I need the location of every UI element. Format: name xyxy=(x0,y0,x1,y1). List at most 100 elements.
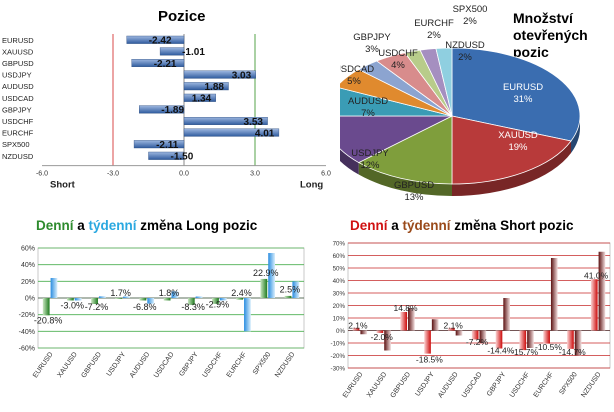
weekly-bar xyxy=(219,298,227,301)
x-category-label: USDCAD xyxy=(461,371,484,399)
y-tick-label: 0% xyxy=(25,296,35,303)
pie-label-name: EURCHF xyxy=(414,18,454,29)
pozice-bar xyxy=(133,140,185,149)
pozice-category-label: EURCHF xyxy=(2,129,34,138)
pozice-category-label: USDCHF xyxy=(2,117,34,126)
weekly-bar xyxy=(195,296,203,298)
weekly-bar xyxy=(408,308,415,331)
pozice-bar xyxy=(183,116,268,125)
short-title-weekly: týdenní xyxy=(402,218,451,233)
pozice-value-label: 1.88 xyxy=(204,82,224,93)
data-label: -14.4% xyxy=(487,346,514,356)
x-category-label: NZDUSD xyxy=(274,351,296,379)
pozice-x-tick: 3.0 xyxy=(250,171,260,178)
long-title-weekly: týdenní xyxy=(88,218,137,233)
x-category-label: SPX500 xyxy=(252,351,273,376)
pozice-x-tick: -6.0 xyxy=(36,171,48,178)
data-label: -7.2% xyxy=(85,302,109,312)
pie-label-name: USDCHF xyxy=(378,48,418,59)
pozice-bar xyxy=(139,105,185,114)
weekly-bar xyxy=(479,330,487,343)
pie-label-pct: 31% xyxy=(513,94,533,105)
pie-label-pct: 2% xyxy=(427,30,441,41)
weekly-bar xyxy=(98,296,106,298)
pozice-bar xyxy=(131,59,185,68)
pozice-category-label: USDJPY xyxy=(2,71,32,80)
x-category-label: XAUUSD xyxy=(56,351,78,379)
pie-title-line-3: pozic xyxy=(513,44,549,60)
data-label: -20.8% xyxy=(34,316,63,326)
weekly-bar xyxy=(550,258,558,331)
pie-slice xyxy=(435,47,453,117)
weekly-bar xyxy=(74,298,82,301)
data-label: -7.2% xyxy=(466,337,489,347)
y-tick-label: 20% xyxy=(333,303,346,310)
pozice-category-label: GBPJPY xyxy=(2,105,32,114)
pie-label-pct: 12% xyxy=(360,160,380,171)
daily-bar xyxy=(590,279,598,331)
pie-slice xyxy=(451,115,572,185)
daily-bar xyxy=(284,295,292,298)
data-label: -2.0% xyxy=(371,332,394,342)
pie-label-pct: 5% xyxy=(347,76,361,87)
y-tick-label: -40% xyxy=(19,329,35,336)
daily-bar xyxy=(376,330,384,333)
x-category-label: NZDUSD xyxy=(580,371,602,399)
pozice-chart: EURUSD -2.42 XAUUSD -1.01 GBPUSD -2.21 USDJPY 3… xyxy=(2,34,331,191)
pozice-category-label: XAUUSD xyxy=(2,47,34,56)
weekly-bar xyxy=(574,330,582,356)
x-category-label: AUDUSD xyxy=(437,371,460,399)
weekly-bar xyxy=(244,298,251,332)
data-label: 2.5% xyxy=(280,285,301,295)
weekly-bar xyxy=(503,298,510,331)
long-label: Long xyxy=(300,180,323,191)
data-label: 2.4% xyxy=(231,288,252,298)
daily-bar xyxy=(139,298,147,301)
weekly-bar xyxy=(50,278,58,298)
weekly-bar xyxy=(360,330,368,335)
x-category-label: GBPJPY xyxy=(486,371,508,398)
daily-bar xyxy=(236,298,244,300)
pie-label-pct: 3% xyxy=(365,44,379,55)
pozice-category-label: GBPUSD xyxy=(2,59,34,68)
y-tick-label: 60% xyxy=(333,253,346,260)
weekly-bar xyxy=(292,281,300,298)
pozice-title: Pozice xyxy=(158,8,206,25)
pie-label-name: USDJPY xyxy=(351,148,389,159)
pozice-bar xyxy=(159,47,185,56)
x-category-label: EURUSD xyxy=(32,351,55,379)
daily-bar xyxy=(187,298,195,305)
pie-chart: EURUSD31%XAUUSD19%GBPUSD13%USDJPY12%AUDU… xyxy=(340,4,581,203)
weekly-bar xyxy=(384,330,391,351)
x-category-label: AUDUSD xyxy=(129,351,152,379)
pozice-x-tick: 6.0 xyxy=(321,171,331,178)
x-category-label: USDCHF xyxy=(202,351,224,379)
pie-label-pct: 2% xyxy=(463,16,477,27)
y-tick-label: 0% xyxy=(336,328,345,335)
daily-bar xyxy=(543,330,550,344)
daily-bar xyxy=(448,327,455,331)
pozice-value-label: -2.42 xyxy=(149,36,172,47)
daily-bar xyxy=(212,298,219,304)
data-label: -6.8% xyxy=(133,302,157,312)
pozice-bar xyxy=(148,151,185,160)
data-label: -18.5% xyxy=(416,354,443,364)
x-category-label: GBPUSD xyxy=(80,351,103,379)
pie-label-name: GBPJPY xyxy=(353,32,391,43)
x-category-label: XAUUSD xyxy=(366,371,388,399)
daily-bar xyxy=(115,298,123,299)
y-tick-label: -60% xyxy=(19,346,35,353)
data-label: -14.7% xyxy=(559,347,586,357)
x-category-label: SPX500 xyxy=(558,371,579,396)
pie-label-name: NZDUSD xyxy=(445,40,485,51)
pozice-value-label: -1.89 xyxy=(161,105,184,116)
y-tick-label: -10% xyxy=(331,341,346,348)
pie-slice xyxy=(340,87,453,117)
